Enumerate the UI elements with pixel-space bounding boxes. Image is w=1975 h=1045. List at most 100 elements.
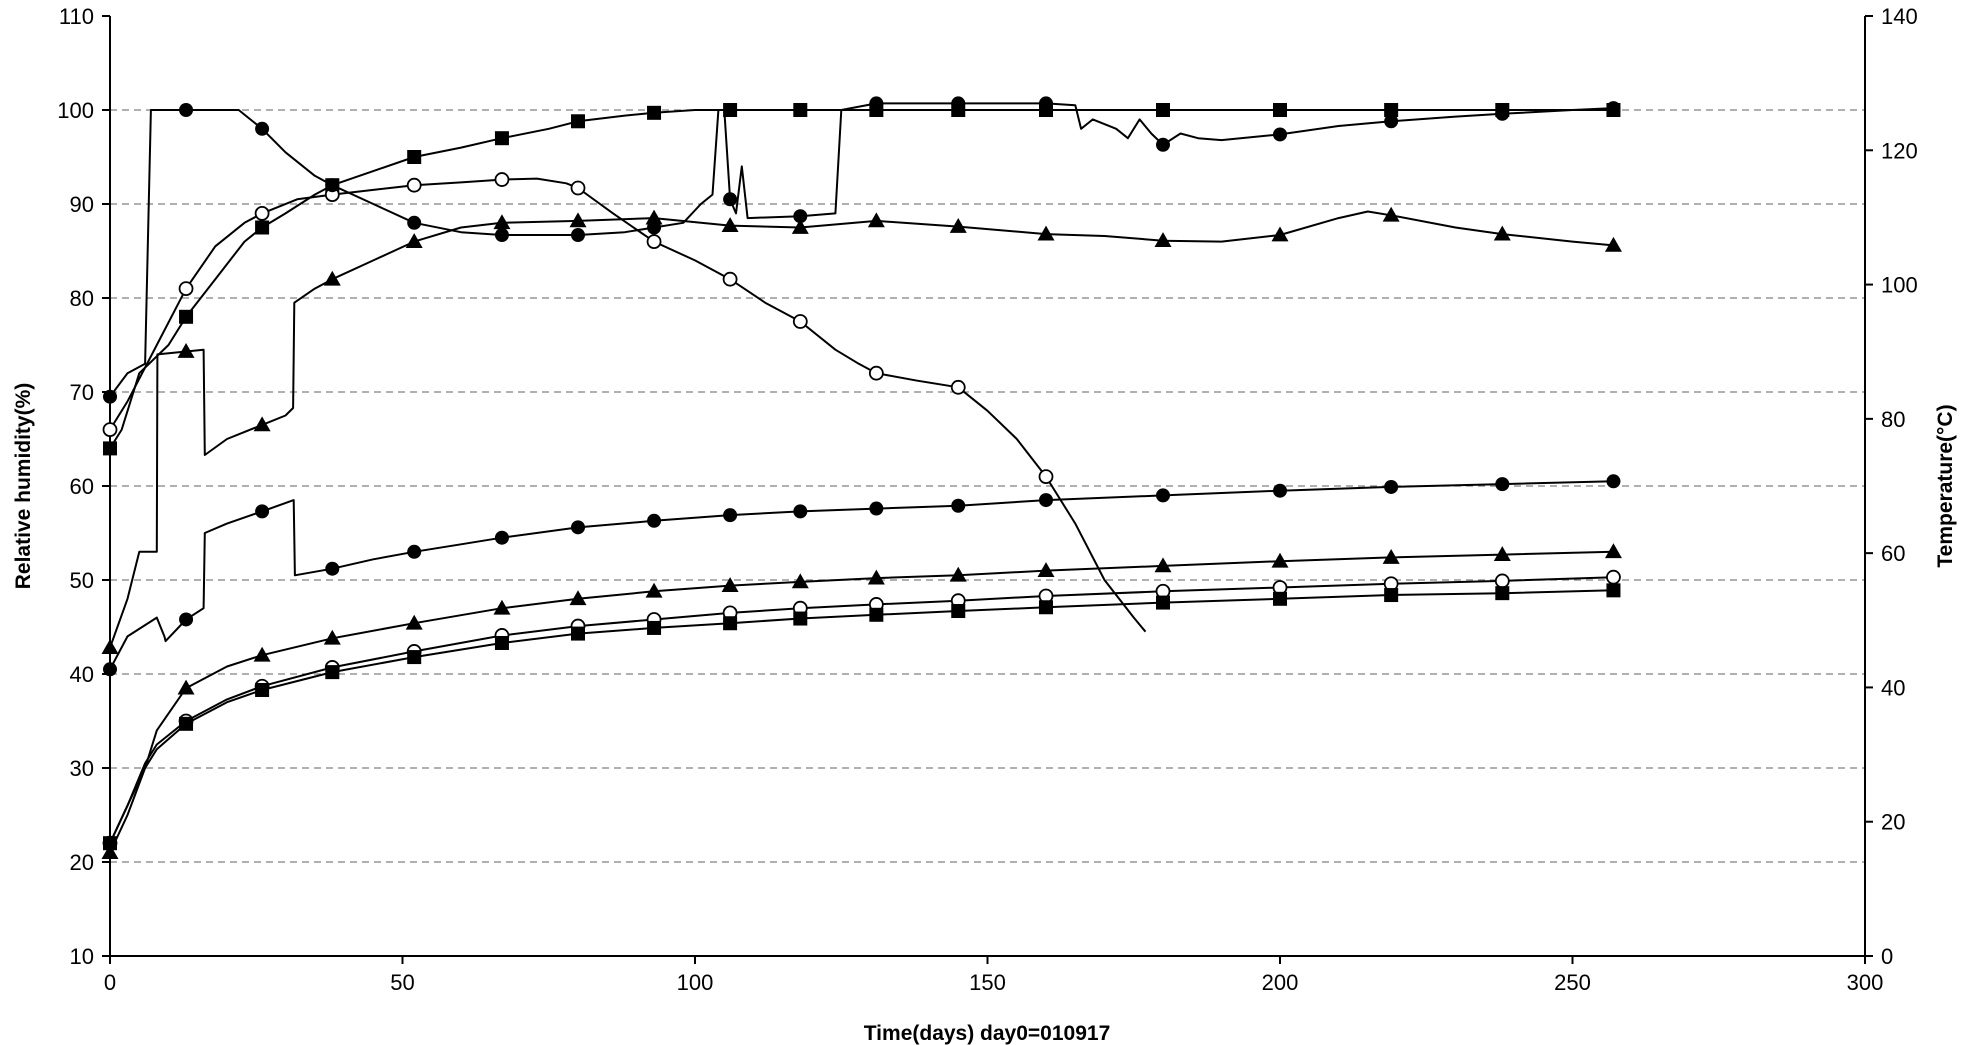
x-tick-label: 300	[1847, 970, 1884, 995]
data-point-square	[571, 626, 585, 641]
right-y-tick-label: 140	[1881, 4, 1918, 29]
data-point-square	[647, 105, 662, 120]
series-0	[103, 103, 1621, 456]
data-point-open-circle	[178, 281, 194, 297]
right-y-tick-label: 100	[1881, 273, 1918, 298]
data-point-triangle	[645, 582, 663, 598]
data-point-circle	[647, 513, 662, 528]
series-7	[103, 583, 1621, 851]
data-point-square	[103, 836, 117, 851]
left-y-axis-title: Relative humidity(%)	[12, 383, 35, 590]
gridlines	[110, 109, 1865, 863]
left-y-tick-label: 50	[70, 568, 94, 593]
data-point-square	[951, 604, 966, 619]
series-line	[109, 177, 1147, 633]
data-point-circle	[1156, 488, 1170, 503]
data-point-square	[869, 607, 884, 622]
data-point-circle	[793, 209, 808, 224]
x-tick-label: 250	[1554, 970, 1591, 995]
data-point-square	[793, 103, 808, 117]
data-point-triangle	[177, 342, 195, 358]
data-point-circle	[1384, 114, 1399, 129]
data-point-open-circle	[406, 177, 422, 193]
data-point-circle	[325, 561, 340, 576]
left-y-tick-label: 100	[57, 98, 94, 123]
data-point-triangle	[1604, 236, 1622, 252]
data-point-square	[1384, 588, 1399, 603]
data-point-square	[793, 611, 808, 626]
data-point-circle	[869, 96, 884, 111]
series-line	[109, 550, 1614, 854]
tick-labels: 10 20 30 40 50 60 70 80 90 100 110 0 20 40 60 80 100 120 1…	[57, 4, 1917, 995]
data-point-circle	[1495, 477, 1510, 492]
data-point-square	[494, 131, 509, 146]
x-tick-label: 100	[677, 970, 714, 995]
data-point-triangle	[323, 629, 341, 645]
left-y-tick-label: 20	[70, 850, 94, 875]
data-point-circle	[1039, 493, 1053, 508]
data-point-triangle	[101, 844, 119, 859]
data-point-circle	[407, 544, 422, 559]
data-point-circle	[255, 504, 270, 519]
data-point-circle	[951, 498, 966, 513]
series-1	[102, 172, 1147, 633]
data-point-triangle	[323, 270, 341, 286]
data-point-open-circle	[1494, 573, 1510, 589]
data-point-square	[255, 682, 270, 697]
data-point-triangle	[493, 214, 511, 230]
data-point-square	[1156, 103, 1170, 117]
data-point-square	[723, 103, 738, 117]
series-2	[103, 96, 1621, 404]
data-point-square	[1039, 600, 1053, 615]
right-y-tick-label: 120	[1881, 138, 1918, 163]
data-point-circle	[1606, 101, 1621, 116]
data-point-triangle	[1154, 232, 1172, 248]
data-point-triangle	[253, 416, 271, 432]
data-point-open-circle	[570, 180, 586, 196]
data-point-triangle	[1271, 552, 1289, 568]
data-point-open-circle	[722, 271, 738, 287]
series-3	[101, 206, 1622, 655]
data-point-triangle	[645, 209, 663, 225]
x-tick-label: 200	[1262, 970, 1299, 995]
data-point-triangle	[1493, 225, 1511, 241]
data-point-circle	[1273, 483, 1287, 498]
data-point-square	[1495, 586, 1510, 601]
data-point-square	[407, 150, 422, 164]
data-point-triangle	[949, 218, 967, 233]
data-point-triangle	[101, 639, 119, 655]
left-y-tick-label: 30	[70, 756, 94, 781]
data-point-circle	[255, 121, 270, 136]
left-y-tick-label: 80	[70, 286, 94, 311]
data-point-open-circle	[792, 314, 808, 329]
data-point-triangle	[1037, 562, 1055, 577]
data-point-square	[1384, 103, 1399, 117]
data-point-circle	[1273, 127, 1287, 142]
data-point-square	[1273, 591, 1287, 606]
data-point-circle	[1606, 474, 1621, 489]
data-point-triangle	[1154, 557, 1172, 573]
data-point-triangle	[1493, 546, 1511, 561]
data-point-square	[179, 309, 194, 324]
left-y-tick-label: 70	[70, 380, 94, 405]
data-point-triangle	[1037, 225, 1055, 241]
data-point-triangle	[949, 566, 967, 582]
data-point-circle	[951, 96, 966, 111]
left-y-tick-label: 60	[70, 474, 94, 499]
data-point-open-circle	[102, 422, 118, 438]
series-4	[103, 474, 1621, 677]
data-point-triangle	[867, 569, 885, 585]
data-point-triangle	[1271, 226, 1289, 242]
data-point-square	[255, 220, 270, 235]
data-series	[101, 96, 1622, 859]
x-tick-label: 50	[390, 970, 414, 995]
data-point-triangle	[721, 217, 739, 232]
data-point-circle	[793, 504, 808, 519]
data-point-triangle	[867, 212, 885, 228]
data-point-open-circle	[494, 172, 510, 187]
data-point-circle	[494, 530, 509, 545]
data-point-open-circle	[868, 365, 884, 381]
data-point-circle	[723, 508, 738, 523]
data-point-square	[1606, 583, 1621, 598]
data-point-triangle	[791, 219, 809, 234]
